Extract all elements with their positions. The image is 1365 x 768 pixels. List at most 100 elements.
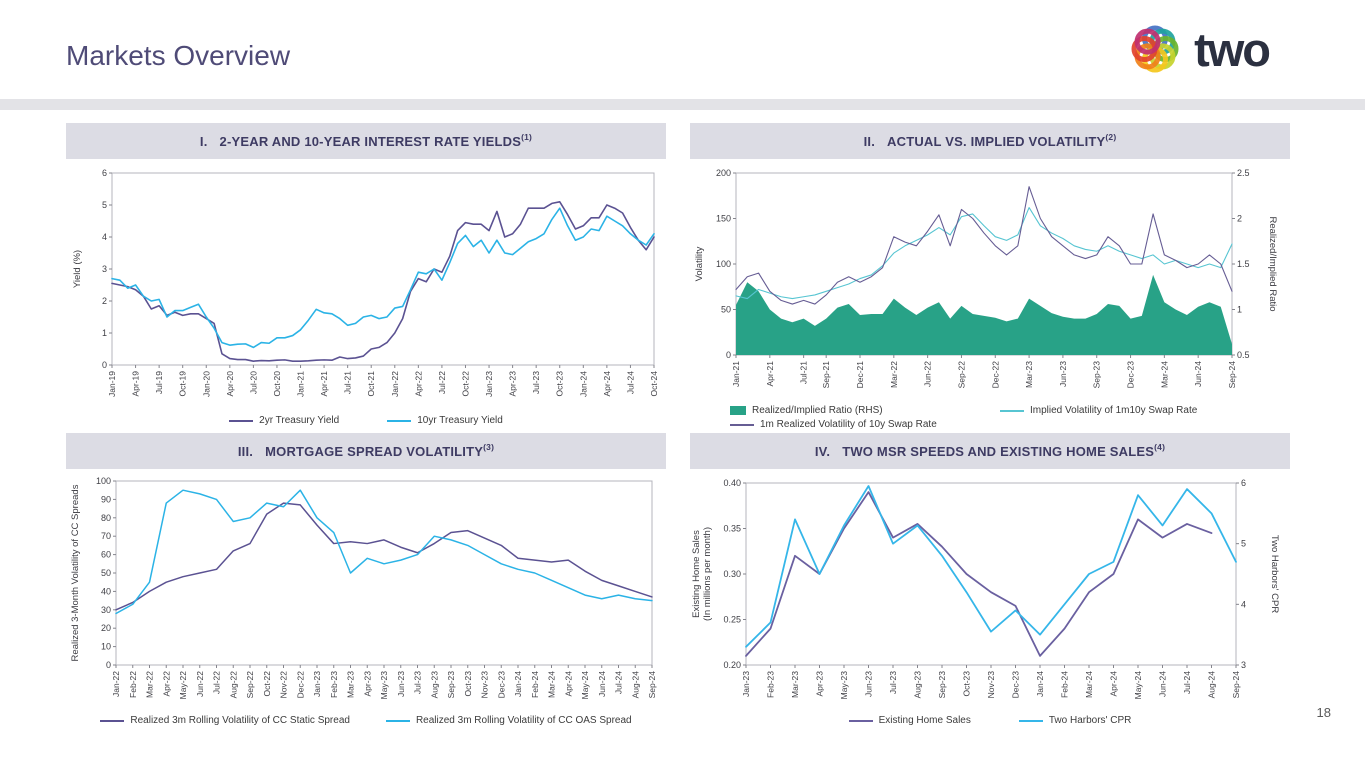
svg-text:Oct-23: Oct-23 (555, 371, 565, 397)
svg-text:Jun-23: Jun-23 (396, 671, 406, 697)
svg-text:Dec-21: Dec-21 (855, 361, 865, 389)
svg-text:Sep-23: Sep-23 (1092, 361, 1102, 389)
legend-label: 10yr Treasury Yield (417, 415, 503, 426)
svg-text:Dec-23: Dec-23 (1011, 671, 1021, 699)
svg-text:Mar-23: Mar-23 (346, 671, 356, 698)
panel-header-msr-speeds-existing-home-sales: IV. TWO MSR SPEEDS AND EXISTING HOME SALE… (690, 433, 1290, 469)
panel-mortgage-spread-volatility: III. MORTGAGE SPREAD VOLATILITY (3) 0 10 20 3… (66, 433, 666, 726)
legend-label: 1m Realized Volatility of 10y Swap Rate (760, 419, 937, 430)
svg-text:May-24: May-24 (1133, 671, 1143, 700)
svg-text:Mar-23: Mar-23 (790, 671, 800, 698)
svg-text:1: 1 (1237, 305, 1242, 315)
svg-text:Jul-21: Jul-21 (799, 361, 809, 384)
panel-header-actual-vs-implied-volatility: II. ACTUAL VS. IMPLIED VOLATILITY (2) (690, 123, 1290, 159)
svg-text:Apr-24: Apr-24 (563, 671, 573, 697)
two-logo-icon (1131, 25, 1179, 73)
svg-text:Sep-24: Sep-24 (647, 671, 657, 699)
svg-text:70: 70 (101, 531, 111, 541)
svg-text:Jul-23: Jul-23 (413, 671, 423, 694)
svg-text:Oct-23: Oct-23 (962, 671, 972, 697)
svg-text:(In millions per month): (In millions per month) (702, 527, 713, 621)
svg-text:Oct-21: Oct-21 (366, 371, 376, 397)
svg-text:20: 20 (101, 623, 111, 633)
svg-text:Oct-24: Oct-24 (649, 371, 659, 397)
panel-title-text: TWO MSR SPEEDS AND EXISTING HOME SALES (842, 443, 1155, 459)
svg-text:Nov-23: Nov-23 (986, 671, 996, 699)
svg-text:Two Harbors' CPR: Two Harbors' CPR (1269, 535, 1280, 614)
svg-text:0: 0 (726, 350, 731, 360)
svg-text:40: 40 (101, 586, 111, 596)
svg-text:Realized/Implied Ratio: Realized/Implied Ratio (1267, 216, 1278, 311)
legend-label: Realized 3m Rolling Volatility of CC Sta… (130, 715, 350, 726)
svg-text:Mar-24: Mar-24 (547, 671, 557, 698)
svg-text:Mar-24: Mar-24 (1084, 671, 1094, 698)
divider-band (0, 99, 1365, 110)
svg-text:4: 4 (1241, 599, 1246, 609)
svg-text:60: 60 (101, 550, 111, 560)
svg-text:Jun-22: Jun-22 (923, 361, 933, 387)
svg-text:5: 5 (102, 200, 107, 210)
svg-text:Feb-22: Feb-22 (128, 671, 138, 698)
panel-interest-rate-yields: I. 2-YEAR AND 10-YEAR INTEREST RATE YIELD… (66, 123, 666, 426)
legend-label: Implied Volatility of 1m10y Swap Rate (1030, 405, 1198, 416)
svg-text:Feb-23: Feb-23 (329, 671, 339, 698)
svg-text:3: 3 (102, 264, 107, 274)
svg-text:0.30: 0.30 (723, 569, 741, 579)
legend-item: Existing Home Sales (848, 715, 971, 726)
svg-text:Feb-24: Feb-24 (530, 671, 540, 698)
svg-text:Mar-22: Mar-22 (145, 671, 155, 698)
legend-swatch-line (229, 419, 254, 422)
panel-msr-speeds-existing-home-sales: IV. TWO MSR SPEEDS AND EXISTING HOME SALE… (690, 433, 1290, 726)
svg-text:Jul-24: Jul-24 (614, 671, 624, 694)
svg-text:Oct-22: Oct-22 (262, 671, 272, 697)
svg-text:Sep-23: Sep-23 (446, 671, 456, 699)
svg-text:50: 50 (721, 305, 731, 315)
svg-text:Sep-23: Sep-23 (937, 671, 947, 699)
svg-text:Volatility: Volatility (694, 246, 705, 281)
svg-text:Apr-23: Apr-23 (362, 671, 372, 697)
svg-text:6: 6 (1241, 478, 1246, 488)
panel-numeral: III. (237, 443, 254, 459)
svg-text:Dec-23: Dec-23 (1126, 361, 1136, 389)
legend-label: Two Harbors' CPR (1048, 715, 1132, 726)
svg-text:0.20: 0.20 (723, 660, 741, 670)
svg-text:1: 1 (102, 328, 107, 338)
panel-title-text: ACTUAL VS. IMPLIED VOLATILITY (887, 133, 1106, 149)
legend-label: Existing Home Sales (878, 715, 971, 726)
legend-item: Realized 3m Rolling Volatility of CC Sta… (100, 715, 350, 726)
svg-text:Sep-24: Sep-24 (1231, 671, 1241, 699)
svg-text:Nov-23: Nov-23 (480, 671, 490, 699)
svg-text:0.35: 0.35 (723, 524, 741, 534)
svg-text:Apr-21: Apr-21 (765, 361, 775, 387)
svg-text:Apr-23: Apr-23 (815, 671, 825, 697)
legend-msr-speeds-existing-home-sales: Existing Home Sales Two Harbors' CPR (690, 715, 1290, 726)
panel-title-text: MORTGAGE SPREAD VOLATILITY (265, 443, 484, 459)
svg-text:3: 3 (1241, 660, 1246, 670)
legend-label: Realized/Implied Ratio (RHS) (752, 405, 883, 416)
legend-label: 2yr Treasury Yield (259, 415, 340, 426)
svg-text:Oct-20: Oct-20 (272, 371, 282, 397)
page-title: Markets Overview (66, 40, 291, 71)
svg-text:100: 100 (96, 476, 111, 486)
svg-text:Jan-22: Jan-22 (390, 371, 400, 397)
panel-numeral: I. (199, 133, 208, 149)
legend-swatch-line (385, 719, 410, 722)
svg-text:Feb-23: Feb-23 (766, 671, 776, 698)
panel-header-interest-rate-yields: I. 2-YEAR AND 10-YEAR INTEREST RATE YIELD… (66, 123, 666, 159)
two-logo: two (1128, 22, 1271, 76)
legend-item: 2yr Treasury Yield (229, 415, 339, 426)
svg-text:May-23: May-23 (839, 671, 849, 700)
svg-text:Jul-20: Jul-20 (248, 371, 258, 394)
legend-mortgage-spread-volatility: Realized 3m Rolling Volatility of CC Sta… (66, 715, 666, 726)
svg-text:Apr-19: Apr-19 (131, 371, 141, 397)
legend-swatch-line (1000, 409, 1024, 412)
svg-text:Aug-24: Aug-24 (630, 671, 640, 699)
svg-text:May-22: May-22 (178, 671, 188, 700)
svg-text:Jun-24: Jun-24 (1158, 671, 1168, 697)
legend-swatch-line (848, 719, 873, 722)
svg-text:Sep-21: Sep-21 (821, 361, 831, 389)
svg-text:Jul-19: Jul-19 (154, 371, 164, 394)
legend-swatch-line (387, 419, 412, 422)
svg-text:Apr-24: Apr-24 (1109, 671, 1119, 697)
